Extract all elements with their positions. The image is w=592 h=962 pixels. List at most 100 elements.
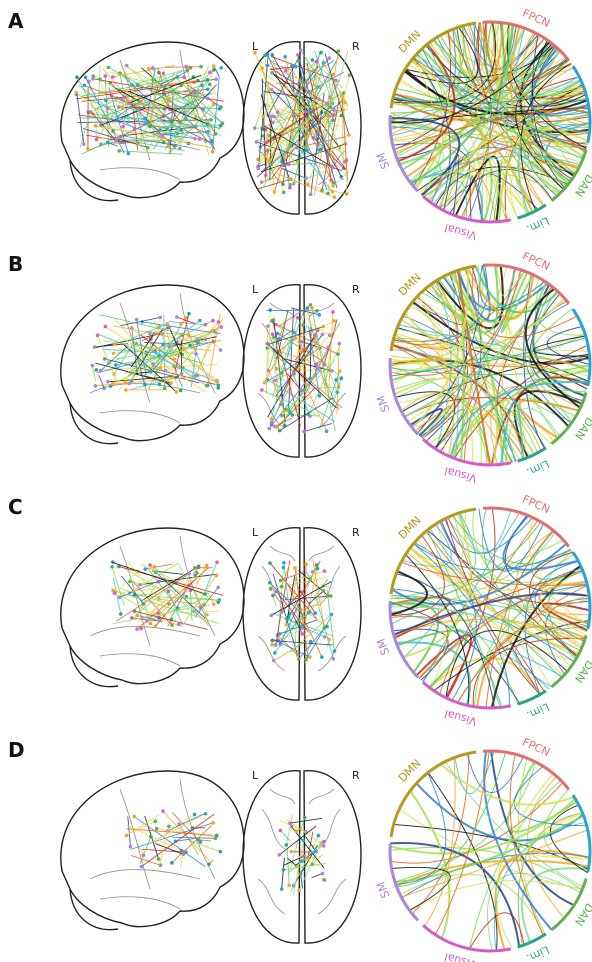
node: [315, 362, 319, 366]
node: [125, 834, 129, 838]
hemisphere-label: R: [352, 769, 360, 782]
node: [326, 594, 330, 598]
node: [270, 417, 274, 421]
node: [208, 71, 212, 75]
node: [330, 613, 334, 617]
node: [113, 591, 117, 595]
node: [278, 632, 282, 636]
node: [333, 649, 337, 653]
panel: BLRDMNFPCNVANDANLim.VisualSM: [8, 250, 592, 486]
panel-label: D: [8, 738, 25, 762]
network-label: Visual: [443, 950, 478, 962]
node: [117, 149, 121, 153]
node: [163, 386, 167, 390]
node: [192, 90, 196, 94]
node: [269, 614, 273, 618]
node: [299, 48, 303, 52]
node: [270, 420, 274, 424]
node: [198, 137, 202, 141]
node: [257, 167, 261, 171]
node: [199, 65, 203, 69]
node: [103, 74, 107, 78]
connection: [328, 312, 333, 398]
node: [215, 379, 219, 383]
node: [317, 148, 321, 152]
node: [173, 358, 177, 362]
node: [185, 65, 189, 69]
node: [110, 565, 114, 569]
node: [301, 632, 305, 636]
node: [318, 394, 322, 398]
node: [327, 56, 331, 60]
node: [271, 594, 275, 598]
network-label: SM: [374, 880, 392, 900]
node: [321, 325, 325, 329]
node: [296, 53, 300, 57]
network-label: FPCN: [520, 250, 552, 274]
node: [305, 149, 309, 153]
node: [179, 322, 183, 326]
node: [284, 69, 288, 73]
connection: [208, 314, 221, 386]
brain-outline: [61, 771, 244, 927]
node: [143, 567, 147, 571]
node: [82, 142, 86, 146]
node: [323, 569, 327, 573]
node: [288, 821, 292, 825]
node: [218, 107, 222, 111]
node: [287, 883, 291, 887]
node: [288, 186, 292, 190]
node: [153, 565, 157, 569]
node: [187, 334, 191, 338]
connection: [287, 849, 289, 885]
node: [217, 320, 221, 324]
connectogram: DMNFPCNVANDANLim.VisualSM: [374, 7, 592, 243]
node: [211, 319, 215, 323]
axial-brain: LR: [243, 283, 361, 457]
node: [91, 77, 95, 81]
network-label: FPCN: [520, 493, 552, 517]
node: [121, 125, 125, 129]
node: [334, 378, 338, 382]
node: [176, 132, 180, 136]
node: [197, 838, 201, 842]
node: [267, 427, 271, 431]
node: [212, 602, 216, 606]
node: [127, 101, 131, 105]
node: [113, 342, 117, 346]
sulcus: [90, 779, 215, 909]
node: [193, 137, 197, 141]
node: [337, 342, 341, 346]
node: [184, 589, 188, 593]
node: [170, 861, 174, 865]
node: [273, 190, 277, 194]
node: [215, 834, 219, 838]
connection: [207, 591, 214, 604]
figure: ALRDMNFPCNVANDANLim.VisualSMBLRDMNFPCNVA…: [0, 0, 592, 962]
node: [135, 627, 139, 631]
node: [117, 105, 121, 109]
network-label: Visual: [443, 221, 478, 242]
node: [282, 561, 286, 565]
node: [275, 590, 279, 594]
connection: [266, 326, 268, 394]
hemisphere-label: L: [252, 526, 259, 539]
panel-label: A: [8, 9, 24, 33]
connection: [306, 618, 330, 659]
node: [287, 163, 291, 167]
node: [261, 115, 265, 119]
hemisphere-label: R: [352, 526, 360, 539]
node: [148, 125, 152, 129]
network-label: Lim.: [525, 214, 552, 236]
axial-brain: LR: [243, 526, 361, 700]
node: [309, 193, 313, 197]
connection: [281, 572, 305, 581]
connection: [114, 318, 153, 364]
node: [269, 587, 273, 591]
node: [154, 820, 158, 824]
node: [104, 325, 108, 329]
node: [290, 850, 294, 854]
node: [220, 66, 224, 70]
node: [118, 596, 122, 600]
